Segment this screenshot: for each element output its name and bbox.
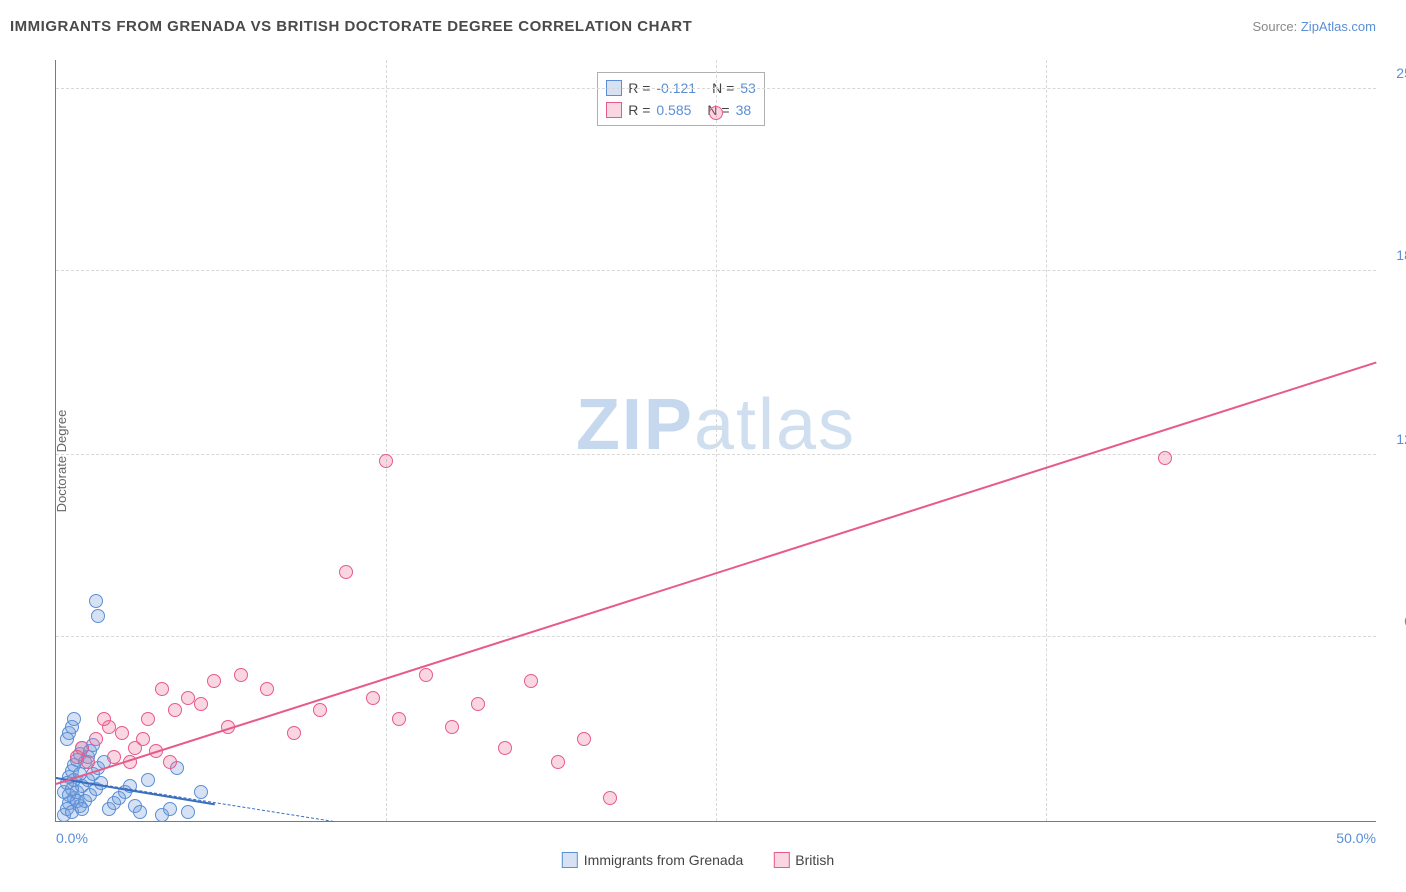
legend-series: Immigrants from Grenada British <box>562 852 834 868</box>
legend-swatch <box>562 852 578 868</box>
legend-swatch <box>606 102 622 118</box>
data-point <box>67 712 81 726</box>
data-point <box>207 674 221 688</box>
y-tick-label: 25.0% <box>1381 65 1406 81</box>
legend-series-item: Immigrants from Grenada <box>562 852 744 868</box>
source-link[interactable]: ZipAtlas.com <box>1301 19 1376 34</box>
data-point <box>260 682 274 696</box>
chart-source: Source: ZipAtlas.com <box>1252 19 1376 34</box>
data-point <box>181 691 195 705</box>
data-point <box>70 750 84 764</box>
trend-line <box>56 777 333 822</box>
data-point <box>445 720 459 734</box>
chart-area: Doctorate Degree ZIPatlas R =-0.121N =53… <box>10 50 1386 872</box>
data-point <box>133 805 147 819</box>
legend-swatch <box>773 852 789 868</box>
data-point <box>603 791 617 805</box>
legend-series-label: Immigrants from Grenada <box>584 852 744 868</box>
legend-r-value: 0.585 <box>656 99 691 121</box>
data-point <box>168 703 182 717</box>
data-point <box>91 609 105 623</box>
legend-series-label: British <box>795 852 834 868</box>
data-point <box>136 732 150 746</box>
legend-n-value: 38 <box>736 99 752 121</box>
data-point <box>1158 451 1172 465</box>
data-point <box>709 106 723 120</box>
data-point <box>366 691 380 705</box>
data-point <box>75 802 89 816</box>
data-point <box>392 712 406 726</box>
gridline-vertical <box>1046 60 1047 821</box>
source-prefix: Source: <box>1252 19 1300 34</box>
gridline-vertical <box>386 60 387 821</box>
data-point <box>107 750 121 764</box>
data-point <box>577 732 591 746</box>
y-tick-label: 18.8% <box>1381 247 1406 263</box>
data-point <box>313 703 327 717</box>
data-point <box>287 726 301 740</box>
legend-correlation-box: R =-0.121N =53R =0.585N =38 <box>597 72 765 126</box>
data-point <box>524 674 538 688</box>
y-tick-label: 12.5% <box>1381 431 1406 447</box>
data-point <box>115 726 129 740</box>
x-tick-label: 50.0% <box>1336 830 1376 846</box>
data-point <box>155 682 169 696</box>
data-point <box>141 773 155 787</box>
chart-title: IMMIGRANTS FROM GRENADA VS BRITISH DOCTO… <box>10 18 692 35</box>
gridline-vertical <box>716 60 717 821</box>
legend-series-item: British <box>773 852 834 868</box>
data-point <box>141 712 155 726</box>
data-point <box>194 697 208 711</box>
x-tick-label: 0.0% <box>56 830 88 846</box>
y-tick-label: 6.3% <box>1381 613 1406 629</box>
data-point <box>339 565 353 579</box>
data-point <box>234 668 248 682</box>
data-point <box>89 594 103 608</box>
data-point <box>89 732 103 746</box>
legend-correlation-row: R =0.585N =38 <box>606 99 756 121</box>
chart-header: IMMIGRANTS FROM GRENADA VS BRITISH DOCTO… <box>0 0 1406 45</box>
data-point <box>181 805 195 819</box>
data-point <box>419 668 433 682</box>
legend-r-label: R = <box>628 99 650 121</box>
data-point <box>163 802 177 816</box>
data-point <box>471 697 485 711</box>
plot-region: ZIPatlas R =-0.121N =53R =0.585N =38 6.3… <box>55 60 1376 822</box>
data-point <box>379 454 393 468</box>
data-point <box>194 785 208 799</box>
data-point <box>163 755 177 769</box>
data-point <box>498 741 512 755</box>
data-point <box>97 712 111 726</box>
data-point <box>551 755 565 769</box>
